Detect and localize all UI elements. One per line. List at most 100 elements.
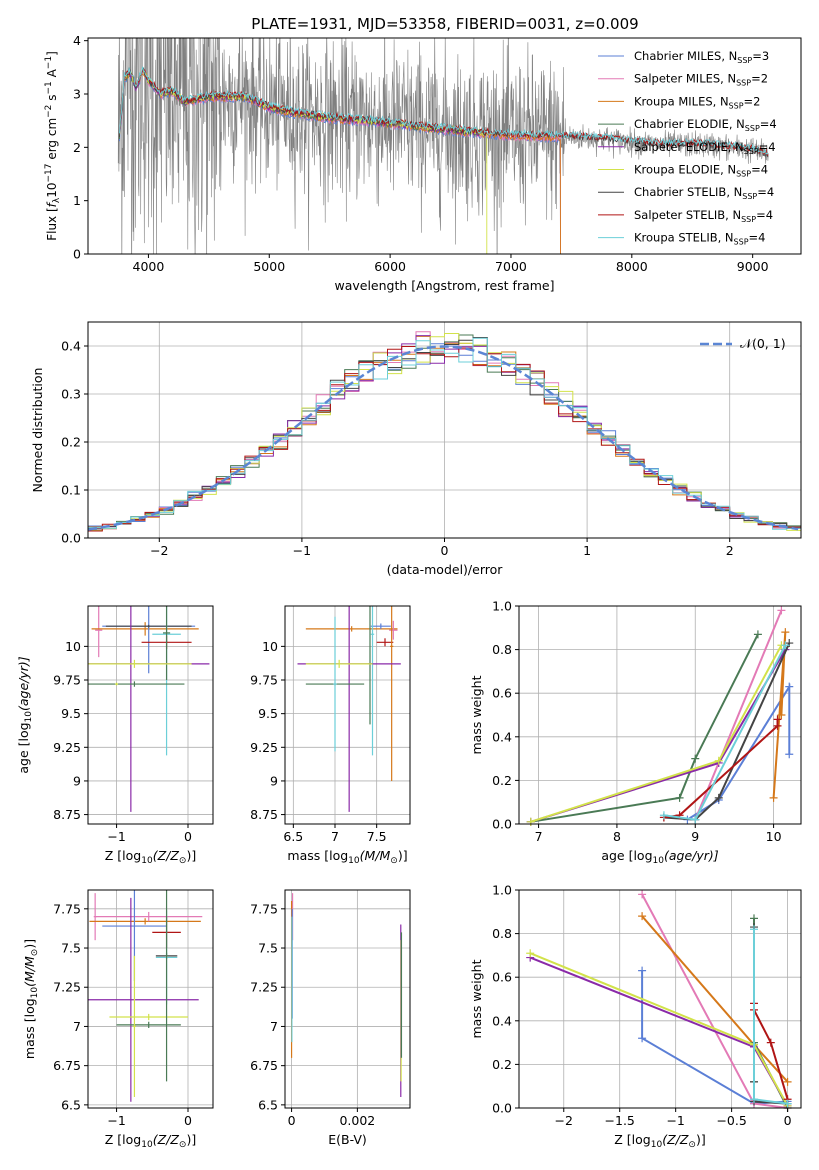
- residual-histogram-step: [88, 346, 801, 532]
- error-bar-point: [95, 911, 203, 922]
- y-tick-label: 8.75: [250, 807, 278, 822]
- weight-vs-age-plot: 7 8 9 10 0.0 0.2 0.4 0.6 0.8 1.0 age [log10(age/yr…: [469, 599, 802, 866]
- error-bar-point: [305, 626, 398, 632]
- y-tick-label: 9.25: [250, 740, 278, 755]
- y-tick-label: 0.6: [492, 686, 512, 701]
- y-tick-label: 4: [73, 33, 81, 48]
- x-tick-label: 0: [184, 829, 192, 844]
- error-bar-point: [88, 659, 192, 668]
- x-tick-label: 0: [441, 543, 449, 558]
- x-tick-label: 8000: [616, 259, 648, 274]
- y-tick-label: 7: [270, 1019, 278, 1034]
- weight-marker: [783, 1099, 792, 1108]
- error-bar-point: [88, 681, 185, 687]
- y-tick-label: 7.75: [53, 901, 81, 916]
- error-bar-point: [116, 1021, 181, 1029]
- y-tick-label: 7.75: [250, 901, 278, 916]
- x-tick-label: 6.5: [283, 829, 303, 844]
- x-tick-label: 7.5: [367, 829, 387, 844]
- y-tick-label: 7.25: [53, 980, 81, 995]
- plot-area: [88, 606, 213, 824]
- x-axis-label: Z [log10(Z/Z⊙)]: [105, 1132, 196, 1150]
- y-tick-label: 0.0: [61, 531, 81, 546]
- error-bar-point: [370, 606, 375, 756]
- error-bar-point: [89, 918, 201, 925]
- legend: 𝒩(0, 1): [700, 336, 786, 351]
- error-bar-point: [109, 1013, 188, 1021]
- y-axis-label: mass weight: [469, 675, 484, 754]
- weight-marker: [638, 912, 647, 921]
- weight-marker: [638, 890, 647, 899]
- x-tick-label: 7000: [495, 259, 527, 274]
- x-tick-label: 9000: [737, 259, 769, 274]
- x-tick-label: 0: [288, 1113, 296, 1128]
- plot-area: [519, 890, 801, 1108]
- error-bar-point: [88, 897, 199, 1102]
- grid: [88, 606, 213, 824]
- legend-entry: Kroupa MILES, NSSP=2: [634, 94, 760, 110]
- x-tick-label: −0.5: [716, 1113, 746, 1128]
- weight-marker: [714, 756, 723, 765]
- y-tick-label: 0: [73, 247, 81, 262]
- y-axis-label: mass weight: [469, 959, 484, 1038]
- residuals-histogram: −2 −1 0 1 2 0.0 0.1 0.2 0.3 0.4 (data-model)/error…: [30, 321, 802, 577]
- axes-frame: [87, 37, 802, 255]
- axes-frame: [518, 605, 802, 825]
- y-tick-label: 9.75: [53, 673, 81, 688]
- y-tick-label: 2: [73, 140, 81, 155]
- model-spectrum-line: [118, 69, 769, 156]
- weight-marker: [766, 1038, 775, 1047]
- weight-marker: [781, 641, 790, 650]
- weight-marker: [777, 711, 786, 719]
- residual-histogram-step: [88, 337, 801, 532]
- weight-marker: [753, 630, 762, 639]
- axes-frame: [87, 889, 214, 1109]
- y-tick-label: 0.1: [61, 483, 81, 498]
- weight-marker: [781, 628, 790, 637]
- legend-entry: Chabrier STELIB, NSSP=4: [634, 185, 774, 201]
- axes-frame: [284, 605, 411, 825]
- weight-marker: [783, 1077, 792, 1086]
- plot-area: [519, 606, 801, 824]
- legend-entry: Salpeter MILES, NSSP=2: [634, 72, 768, 88]
- weight-series-line: [686, 683, 791, 821]
- error-bar-point: [105, 624, 192, 628]
- figure-title: PLATE=1931, MJD=53358, FIBERID=0031, z=0…: [251, 15, 638, 33]
- legend-entry: Salpeter ELODIE, NSSP=4: [634, 140, 776, 156]
- y-tick-label: 0.2: [61, 435, 81, 450]
- observed-spectrum-line: [117, 38, 769, 254]
- x-axis-label: mass [log10(M/M⊙)]: [287, 848, 407, 866]
- y-tick-label: 0.8: [492, 926, 512, 941]
- weight-marker: [750, 1095, 758, 1104]
- error-bar-point: [115, 682, 118, 686]
- x-axis-label: (data-model)/error: [387, 562, 504, 577]
- x-tick-label: 4000: [133, 259, 165, 274]
- weight-marker: [785, 682, 794, 691]
- y-tick-label: 0.2: [492, 773, 512, 788]
- axes-frame: [518, 889, 802, 1109]
- plot-area: [285, 890, 410, 1108]
- y-tick-label: 7.25: [250, 980, 278, 995]
- y-tick-label: 0.0: [492, 817, 512, 832]
- weight-marker: [691, 815, 700, 824]
- y-tick-label: 1.0: [492, 599, 512, 614]
- x-tick-label: 10: [766, 829, 782, 844]
- y-tick-label: 10: [262, 639, 278, 654]
- x-tick-label: 9: [691, 829, 699, 844]
- weight-marker: [675, 793, 684, 802]
- age-vs-mass-plot: 6.5 7 7.5 8.75 9 9.25 9.5 9.75 10 mass [log10(M/M…: [250, 605, 411, 866]
- legend-entry: Chabrier MILES, NSSP=3: [634, 49, 769, 65]
- x-tick-label: 0: [784, 1113, 792, 1128]
- error-bar-point: [91, 622, 199, 636]
- mass-vs-metallicity-plot: −1 0 6.5 6.75 7 7.25 7.5 7.75 Z [log10(Z/Z⊙)] mas…: [22, 889, 214, 1150]
- y-axis-label: Flux [fλ10−17 erg cm−2 s−1 A−1]: [44, 51, 62, 241]
- x-tick-label: −2: [150, 543, 168, 558]
- x-tick-label: 5000: [253, 259, 285, 274]
- weight-marker: [785, 750, 794, 759]
- normal-curve: [88, 345, 799, 531]
- y-axis-label: age [log10(age/yr)]: [16, 656, 34, 773]
- y-tick-label: 0.6: [492, 970, 512, 985]
- age-vs-metallicity-plot: −1 0 8.75 9 9.25 9.5 9.75 10 Z [log10(Z/Z⊙)] age …: [16, 605, 214, 866]
- y-tick-label: 1.0: [492, 883, 512, 898]
- error-bar-point: [376, 638, 394, 647]
